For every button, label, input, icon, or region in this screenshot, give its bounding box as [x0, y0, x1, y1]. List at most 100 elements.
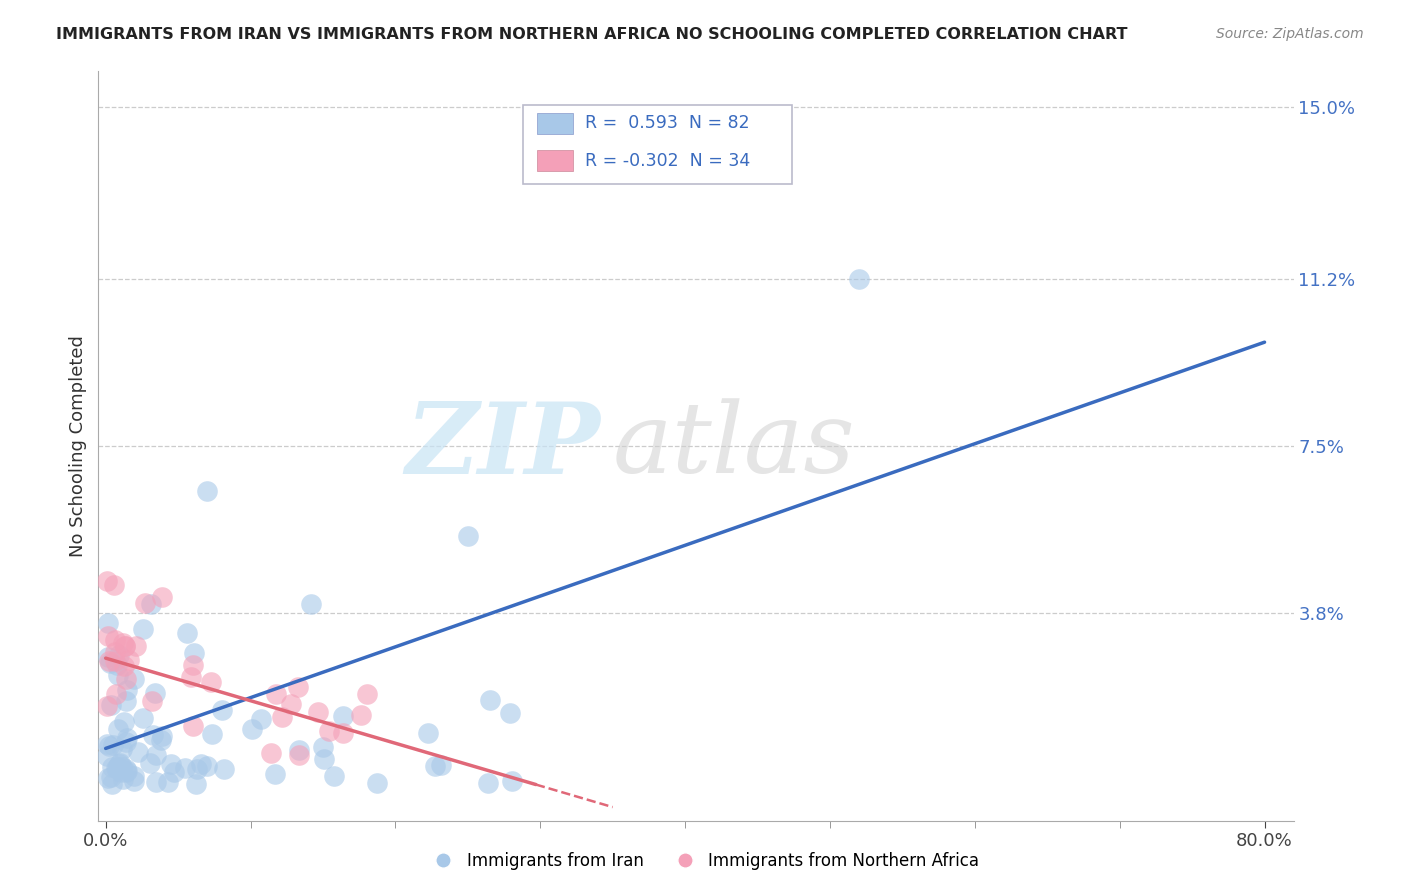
Text: Source: ZipAtlas.com: Source: ZipAtlas.com: [1216, 27, 1364, 41]
Point: [96, 737, 118, 751]
Text: R =  0.593  N = 82: R = 0.593 N = 82: [585, 114, 749, 132]
Point: [114, 764, 136, 779]
Point: [181, 657, 204, 672]
Point: [118, 653, 141, 667]
Point: [314, 752, 336, 766]
Point: [104, 633, 127, 648]
Point: [124, 774, 146, 789]
Point: [250, 712, 273, 726]
Point: [103, 577, 125, 591]
Point: [260, 746, 283, 760]
Point: [98, 739, 121, 754]
Point: [197, 759, 219, 773]
Point: [145, 747, 167, 762]
Point: [323, 769, 346, 783]
Point: [104, 645, 127, 659]
Point: [195, 484, 218, 499]
Point: [97, 629, 120, 643]
Point: [134, 596, 156, 610]
Point: [96, 574, 118, 588]
Point: [105, 761, 128, 775]
Point: [107, 668, 129, 682]
Point: [181, 719, 204, 733]
Point: [114, 735, 136, 749]
Point: [430, 757, 453, 772]
Point: [97, 771, 120, 785]
Point: [104, 654, 127, 668]
Point: [114, 639, 136, 653]
Point: [287, 680, 309, 694]
Point: [332, 709, 354, 723]
Point: [848, 272, 870, 286]
Point: [499, 706, 522, 720]
Point: [299, 597, 322, 611]
Point: [100, 770, 122, 784]
Point: [141, 693, 163, 707]
Point: [150, 590, 173, 604]
Point: [112, 659, 135, 673]
Text: atlas: atlas: [613, 399, 855, 493]
Point: [114, 672, 136, 686]
Point: [288, 748, 311, 763]
Point: [186, 762, 208, 776]
Point: [318, 724, 340, 739]
Point: [142, 728, 165, 742]
Point: [288, 743, 311, 757]
Point: [176, 626, 198, 640]
Point: [180, 670, 202, 684]
Point: [139, 756, 162, 770]
Point: [101, 759, 124, 773]
Point: [108, 756, 131, 770]
Point: [457, 529, 479, 543]
Point: [98, 656, 121, 670]
Point: [107, 723, 129, 737]
Bar: [523, 105, 792, 184]
Point: [145, 686, 167, 700]
Point: [108, 757, 131, 772]
Point: [145, 774, 167, 789]
Y-axis label: No Schooling Completed: No Schooling Completed: [69, 335, 87, 557]
Point: [111, 760, 134, 774]
Point: [125, 639, 148, 653]
Point: [115, 762, 138, 776]
Point: [307, 705, 329, 719]
Point: [160, 756, 183, 771]
Point: [200, 675, 222, 690]
Point: [184, 777, 207, 791]
Point: [107, 760, 129, 774]
Point: [101, 739, 124, 753]
Point: [157, 774, 180, 789]
Point: [264, 687, 287, 701]
Point: [117, 764, 139, 778]
Point: [312, 740, 335, 755]
Point: [416, 726, 439, 740]
Point: [122, 672, 145, 686]
Point: [100, 698, 122, 712]
Point: [122, 769, 145, 783]
Point: [356, 688, 378, 702]
Point: [212, 762, 235, 776]
Point: [97, 616, 120, 631]
Text: R = -0.302  N = 34: R = -0.302 N = 34: [585, 152, 749, 169]
Point: [174, 761, 197, 775]
Point: [270, 710, 292, 724]
Point: [100, 777, 122, 791]
Point: [332, 726, 354, 740]
Point: [96, 698, 118, 713]
Point: [97, 650, 120, 665]
Point: [263, 767, 285, 781]
Point: [366, 775, 388, 789]
Point: [132, 622, 155, 636]
Point: [115, 682, 138, 697]
Point: [201, 726, 224, 740]
Point: [240, 722, 263, 736]
Point: [479, 692, 502, 706]
Text: ZIP: ZIP: [405, 398, 600, 494]
Bar: [537, 112, 572, 134]
Point: [501, 773, 523, 788]
Point: [105, 687, 128, 701]
Point: [190, 757, 212, 772]
Point: [127, 745, 149, 759]
Point: [211, 703, 233, 717]
Point: [104, 761, 127, 775]
